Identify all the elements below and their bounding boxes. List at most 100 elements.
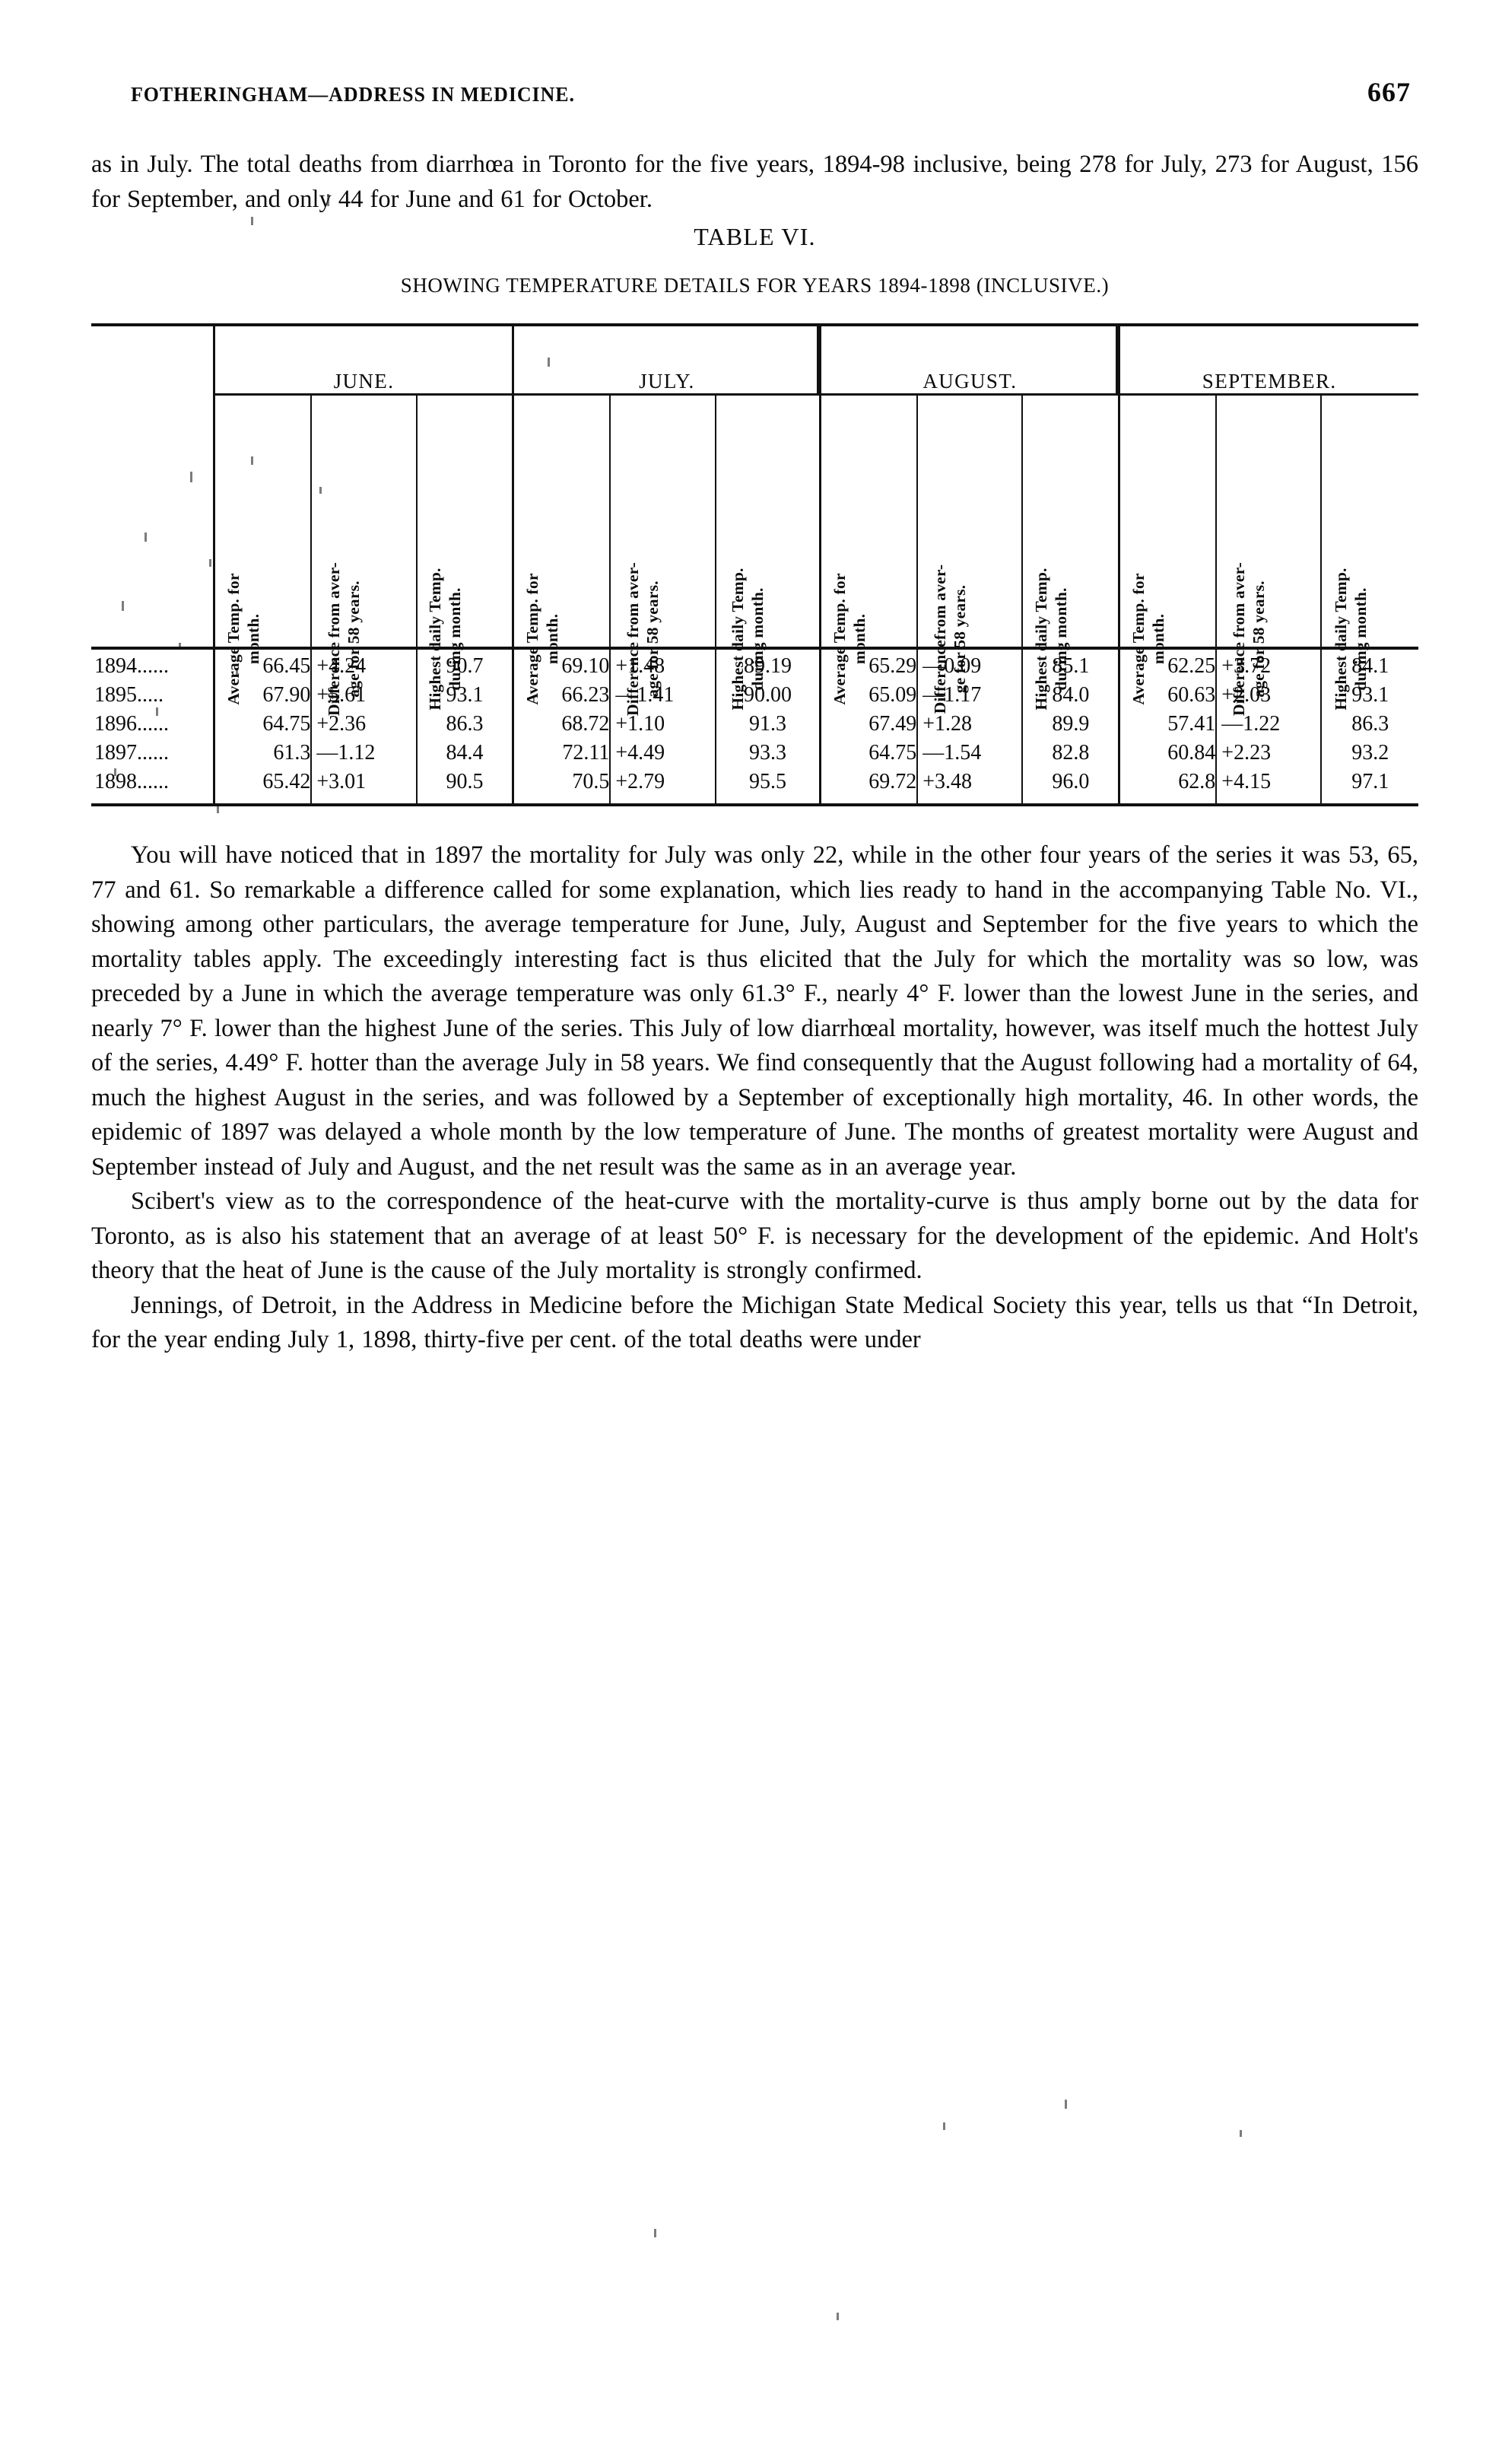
sub-header-row: Average Temp. for month. Difference from… [91,393,1418,716]
cell-july-average: 66.23 [513,679,611,707]
page-content: FOTHERINGHAM—ADDRESS IN MEDICINE. 667 as… [91,76,1418,1358]
cell-july-highest: 93.3 [715,736,822,765]
subheader-september-average: Average Temp. for month. [1119,393,1218,705]
cell-august-difference: +1.28 [917,707,1024,736]
cell-june-highest: 90.7 [416,650,515,679]
cell-june-difference: +5.61 [311,679,418,707]
body-paragraph-3: Jennings, of Detroit, in the Address in … [91,1291,1418,1354]
subheader-july-average: Average Temp. for month. [513,393,611,705]
stub-header-cell [91,326,216,395]
cell-august-highest: 82.8 [1022,736,1121,765]
cell-september-difference: +2.23 [1216,736,1323,765]
month-group-september: SEPTEMBER. [1202,370,1337,393]
cell-august-highest: 84.0 [1022,679,1121,707]
cell-september-highest: 93.2 [1351,741,1389,765]
month-group-june: JUNE. [214,326,515,395]
body-paragraph-2: Scibert's view as to the correspondence … [91,1187,1418,1284]
cell-july-difference: +1.10 [610,707,716,736]
subheader-june-average: Average Temp. for month. [214,393,313,705]
cell-august-average: 65.09 [820,679,919,707]
running-title: FOTHERINGHAM—ADDRESS IN MEDICINE. [131,83,575,106]
month-group-july: JULY. [513,326,822,395]
month-group-august: AUGUST. [820,326,1121,395]
cell-september-difference: +4.15 [1216,765,1323,803]
cell-june-average: 61.3 [214,736,313,765]
cell-august-difference: —1.54 [917,736,1024,765]
cell-august-difference: +3.48 [917,765,1024,803]
page-number: 667 [1367,77,1411,107]
subheader-june-difference: Difference from aver- age for 58 years. [311,393,418,716]
cell-july-difference: —1.41 [610,679,716,707]
body-paragraph-1: You will have noticed that in 1897 the m… [91,841,1418,1181]
scan-speckle [1065,2100,1067,2109]
cell-june-average: 67.90 [214,679,313,707]
cell-july-average: 70.5 [513,765,611,803]
cell-september-average: 62.25 [1119,650,1218,679]
cell-august-average: 65.29 [820,650,919,679]
cell-june-difference: —1.12 [311,736,418,765]
cell-july-difference: +4.49 [610,736,716,765]
intro-paragraph: as in July. The total deaths from diarrh… [91,151,1418,213]
table-row: 1897...... 61.3 —1.12 84.4 72.11 +4.49 9… [91,736,1418,765]
cell-august-difference: —0.09 [917,650,1024,679]
cell-july-difference: +2.79 [610,765,716,803]
cell-july-average: 68.72 [513,707,611,736]
cell-june-average: 64.75 [214,707,313,736]
cell-august-highest: 85.1 [1022,650,1121,679]
row-year: 1895..... [91,679,216,707]
temperature-table: JUNE. JULY. AUGUST. SEPTEMBER. Average T… [91,323,1418,806]
cell-august-average: 67.49 [820,707,919,736]
cell-september-average: 60.84 [1119,736,1218,765]
cell-august-highest: 89.9 [1022,707,1121,736]
cell-september-highest: 86.3 [1351,712,1389,736]
table-row: 1895..... 67.90 +5.61 93.1 66.23 —1.41 9… [91,679,1418,707]
table-row: 1898...... 65.42 +3.01 90.5 70.5 +2.79 9… [91,765,1418,803]
row-year: 1894...... [91,650,216,679]
subheader-september-difference: Difference from aver- age for 58 years. [1216,393,1323,716]
scan-speckle [1240,2130,1242,2137]
subheader-august-average: Average Temp. for month. [820,393,919,705]
cell-june-average: 66.45 [214,650,313,679]
table-caption: SHOWING TEMPERATURE DETAILS FOR YEARS 18… [400,274,1110,297]
scan-speckle [654,2229,656,2237]
cell-july-average: 72.11 [513,736,611,765]
row-year: 1897...... [91,736,216,765]
cell-june-difference: +3.01 [311,765,418,803]
table-title: TABLE VI. [694,223,816,250]
cell-june-difference: +4.24 [311,650,418,679]
cell-september-average: 60.63 [1119,679,1218,707]
cell-september-average: 57.41 [1119,707,1218,736]
cell-june-highest: 90.5 [416,765,515,803]
subheader-july-highest: Highest daily Temp. during month. [715,393,822,711]
cell-september-highest: 97.1 [1351,770,1389,793]
cell-september-difference: —1.22 [1216,707,1323,736]
month-group-header-row: JUNE. JULY. AUGUST. SEPTEMBER. [91,326,1418,395]
cell-july-highest: 90.00 [715,679,822,707]
cell-august-highest: 96.0 [1022,765,1121,803]
table-row: 1896...... 64.75 +2.36 86.3 68.72 +1.10 … [91,707,1418,736]
scan-speckle [837,2313,839,2320]
subheader-june-highest: Highest daily Temp. during month. [416,393,515,711]
cell-june-average: 65.42 [214,765,313,803]
row-year: 1898...... [91,765,216,803]
cell-august-difference: —1.17 [917,679,1024,707]
subheader-september-highest: Highest daily Temp. during month. [1321,393,1418,711]
cell-june-highest: 93.1 [416,679,515,707]
cell-september-difference: +3.72 [1216,650,1323,679]
cell-july-highest: 91.3 [715,707,822,736]
cell-july-highest: 89.19 [715,650,822,679]
cell-september-average: 62.8 [1119,765,1218,803]
cell-august-average: 64.75 [820,736,919,765]
subheader-august-difference: Differencefrom aver- ge for 58 years. [917,393,1024,714]
stub-blank-cell [91,394,216,648]
cell-september-highest: 93.1 [1351,683,1389,707]
row-year: 1896...... [91,707,216,736]
cell-july-highest: 95.5 [715,765,822,803]
cell-june-difference: +2.36 [311,707,418,736]
subheader-july-difference: Difference from aver- age for 58 years. [610,393,716,716]
cell-september-highest: 84.1 [1351,654,1389,678]
cell-june-highest: 84.4 [416,736,515,765]
cell-july-difference: +1.48 [610,650,716,679]
cell-july-average: 69.10 [513,650,611,679]
